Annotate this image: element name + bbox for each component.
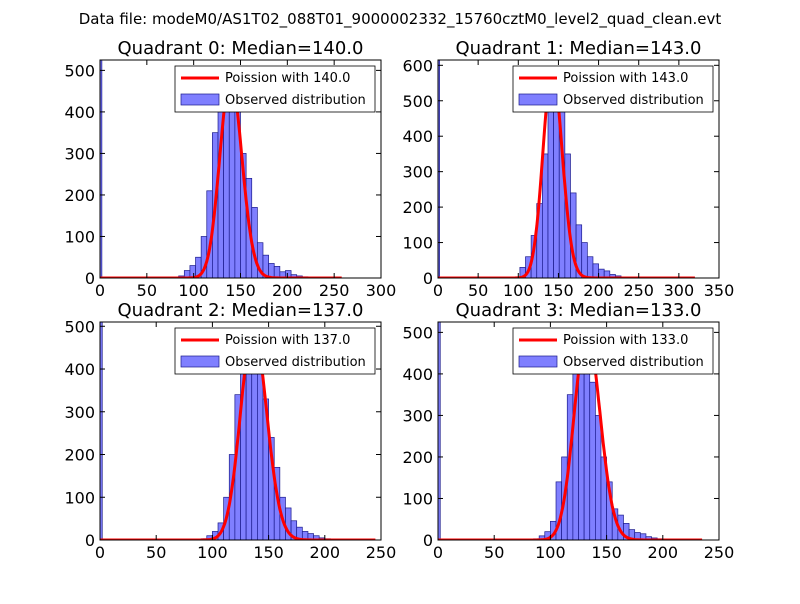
legend-bar-swatch — [181, 356, 219, 367]
panel-title: Quadrant 2: Median=137.0 — [118, 300, 364, 321]
legend-bar-swatch — [519, 356, 557, 367]
x-tick-label: 200 — [648, 543, 679, 562]
histogram-bar — [593, 264, 599, 278]
y-tick-label: 0 — [85, 269, 95, 288]
x-tick-label: 100 — [503, 281, 534, 300]
y-tick-label: 400 — [64, 360, 95, 379]
y-tick-label: 200 — [64, 446, 95, 465]
y-tick-label: 0 — [423, 269, 433, 288]
y-tick-label: 100 — [64, 488, 95, 507]
x-tick-label: 50 — [146, 543, 166, 562]
panel-title: Quadrant 0: Median=140.0 — [118, 38, 364, 59]
x-tick-label: 250 — [704, 543, 735, 562]
legend-bar-swatch — [519, 94, 557, 105]
x-tick-label: 50 — [468, 281, 488, 300]
x-tick-label: 0 — [433, 543, 443, 562]
legend: Poission with 137.0 Observed distribution — [175, 328, 375, 374]
legend: Poission with 140.0 Observed distribution — [175, 66, 375, 112]
y-tick-label: 100 — [64, 227, 95, 246]
chart-panel-q2: 0 50 100 150 200 250 0 100 200 300 400 500 Quadrant … — [64, 300, 396, 562]
x-tick-label: 0 — [95, 281, 105, 300]
x-tick-label: 250 — [623, 281, 654, 300]
histogram-bar — [542, 154, 548, 278]
y-tick-label: 500 — [64, 317, 95, 336]
x-tick-label: 50 — [137, 281, 157, 300]
x-tick-label: 50 — [484, 543, 504, 562]
histogram-bar — [587, 257, 593, 278]
suptitle: Data file: modeM0/AS1T02_088T01_90000023… — [79, 10, 722, 29]
chart-panel-q3: 0 50 100 150 200 250 0 100 200 300 400 500 Quadrant … — [402, 300, 734, 562]
legend-label-observed: Observed distribution — [563, 355, 704, 370]
y-tick-label: 0 — [85, 531, 95, 550]
histogram-bar — [590, 382, 596, 540]
legend-label-poisson: Poission with 140.0 — [225, 71, 350, 86]
x-tick-label: 200 — [583, 281, 614, 300]
x-tick-label: 150 — [543, 281, 574, 300]
legend: Poission with 133.0 Observed distribution — [513, 328, 713, 374]
y-tick-label: 400 — [402, 365, 433, 384]
y-tick-label: 200 — [64, 186, 95, 205]
chart-panel-q0: 0 50 100 150 200 250 300 0 100 200 300 400 500 Quadra… — [64, 38, 396, 300]
panel-title: Quadrant 1: Median=143.0 — [456, 38, 702, 59]
x-tick-label: 300 — [664, 281, 695, 300]
histogram-bar — [229, 91, 235, 278]
x-tick-label: 100 — [535, 543, 566, 562]
chart-panel-q1: 0 50 100 150 200 250 300 350 0 100 200 300 400 500 600… — [402, 38, 734, 300]
x-tick-label: 100 — [197, 543, 228, 562]
y-tick-label: 200 — [402, 448, 433, 467]
y-tick-label: 600 — [402, 56, 433, 75]
legend-label-poisson: Poission with 133.0 — [563, 333, 688, 348]
panel-title: Quadrant 3: Median=133.0 — [456, 300, 702, 321]
x-tick-label: 200 — [310, 543, 341, 562]
y-tick-label: 300 — [402, 406, 433, 425]
legend-label-poisson: Poission with 143.0 — [563, 71, 688, 86]
x-tick-label: 0 — [433, 281, 443, 300]
histogram-bar — [595, 415, 601, 540]
x-tick-label: 300 — [366, 281, 397, 300]
x-tick-label: 0 — [95, 543, 105, 562]
x-tick-label: 150 — [253, 543, 284, 562]
histogram-bar — [582, 243, 588, 278]
y-tick-label: 500 — [64, 61, 95, 80]
y-tick-label: 500 — [402, 92, 433, 111]
histogram-bar — [274, 266, 280, 278]
y-tick-label: 300 — [64, 403, 95, 422]
y-tick-label: 100 — [402, 489, 433, 508]
legend-label-poisson: Poission with 137.0 — [225, 333, 350, 348]
y-tick-label: 0 — [423, 531, 433, 550]
legend-label-observed: Observed distribution — [225, 355, 366, 370]
legend-bar-swatch — [181, 94, 219, 105]
y-tick-label: 300 — [64, 144, 95, 163]
legend-label-observed: Observed distribution — [563, 93, 704, 108]
y-tick-label: 500 — [402, 323, 433, 342]
x-tick-label: 150 — [225, 281, 256, 300]
y-tick-label: 300 — [402, 163, 433, 182]
y-tick-label: 400 — [402, 127, 433, 146]
x-tick-label: 200 — [272, 281, 303, 300]
x-tick-label: 150 — [591, 543, 622, 562]
legend: Poission with 143.0 Observed distribution — [513, 66, 713, 112]
legend-label-observed: Observed distribution — [225, 93, 366, 108]
x-tick-label: 100 — [178, 281, 209, 300]
y-tick-label: 100 — [402, 234, 433, 253]
y-tick-label: 400 — [64, 103, 95, 122]
y-tick-label: 200 — [402, 198, 433, 217]
x-tick-label: 250 — [319, 281, 350, 300]
histogram-bar — [548, 90, 554, 278]
x-tick-label: 350 — [704, 281, 735, 300]
x-tick-label: 250 — [366, 543, 397, 562]
